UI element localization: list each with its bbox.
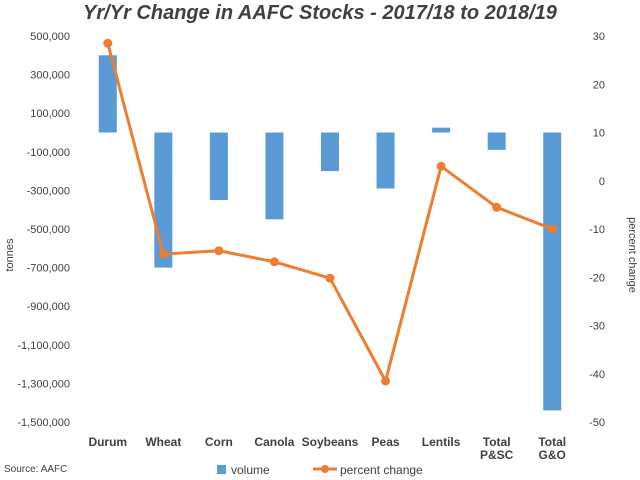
volume-bar: [321, 132, 339, 172]
percent-change-marker: [103, 38, 113, 48]
source-note: Source: AAFC: [4, 464, 67, 475]
left-axis-label: tonnes: [4, 238, 16, 272]
percent-change-polyline: [106, 42, 553, 383]
right-axis-label: percent change: [626, 217, 638, 293]
left-tick-label: 300,000: [30, 70, 70, 82]
volume-bar: [376, 132, 395, 189]
category-label: Lentils: [422, 435, 461, 449]
volume-bar: [154, 132, 173, 268]
left-tick-label: -1,100,000: [17, 340, 70, 352]
right-tick-label: -30: [589, 321, 605, 333]
left-tick-label: -700,000: [27, 263, 70, 275]
volume-bar: [487, 132, 506, 150]
legend-volume-label: volume: [231, 463, 270, 477]
right-tick-label: -50: [589, 417, 605, 429]
category-label: Durum: [88, 435, 127, 449]
category-label: Wheat: [145, 435, 181, 449]
left-tick-label: 500,000: [30, 31, 70, 43]
right-tick-label: -10: [589, 224, 605, 236]
category-label: Soybeans: [302, 435, 359, 449]
percent-change-marker: [436, 161, 446, 171]
right-tick-label: 30: [593, 31, 605, 43]
right-axis-ticks: 30 20 10 0 -10 -20 -30 -40 -50: [589, 31, 605, 429]
left-tick-label: -1,500,000: [17, 417, 70, 429]
percent-change-marker: [492, 202, 502, 212]
percent-change-marker: [547, 224, 557, 234]
left-tick-label: -100,000: [27, 147, 70, 159]
percent-change-marker: [214, 246, 224, 256]
legend-volume-swatch: [217, 465, 226, 474]
legend-percent-marker: [321, 465, 329, 473]
left-tick-label: -1,300,000: [17, 378, 70, 390]
right-tick-label: 0: [599, 176, 605, 188]
right-tick-label: 10: [593, 128, 605, 140]
volume-bar: [265, 132, 284, 220]
volume-bar: [98, 55, 117, 133]
volume-bar: [432, 127, 451, 133]
percent-change-marker: [325, 273, 335, 283]
percent-change-marker: [269, 257, 279, 267]
volume-bars: [98, 55, 562, 411]
category-label: Total G&O: [538, 435, 566, 462]
category-labels: Durum Wheat Corn Canola Soybeans Peas Lentils T…: [88, 435, 566, 462]
left-axis-ticks: 500,000 300,000 100,000 -100,000 -300,000 -50…: [17, 31, 70, 429]
left-tick-label: -900,000: [27, 301, 70, 313]
legend-percent-label: percent change: [340, 463, 423, 477]
volume-bar: [543, 132, 562, 411]
right-tick-label: -20: [589, 272, 605, 284]
left-tick-label: -500,000: [27, 224, 70, 236]
right-tick-label: 20: [593, 79, 605, 91]
left-tick-label: -300,000: [27, 185, 70, 197]
category-label: Corn: [205, 435, 233, 449]
chart-title: Yr/Yr Change in AAFC Stocks - 2017/18 to…: [83, 2, 557, 24]
category-label: Total P&SC: [480, 435, 514, 462]
volume-bar: [209, 132, 228, 201]
category-label: Canola: [254, 435, 294, 449]
right-tick-label: -40: [589, 369, 605, 381]
left-tick-label: 100,000: [30, 108, 70, 120]
category-label: Peas: [372, 435, 400, 449]
legend: volume percent change: [217, 463, 423, 477]
percent-change-marker: [158, 249, 168, 259]
percent-change-line: [103, 38, 557, 386]
percent-change-marker: [381, 376, 391, 386]
